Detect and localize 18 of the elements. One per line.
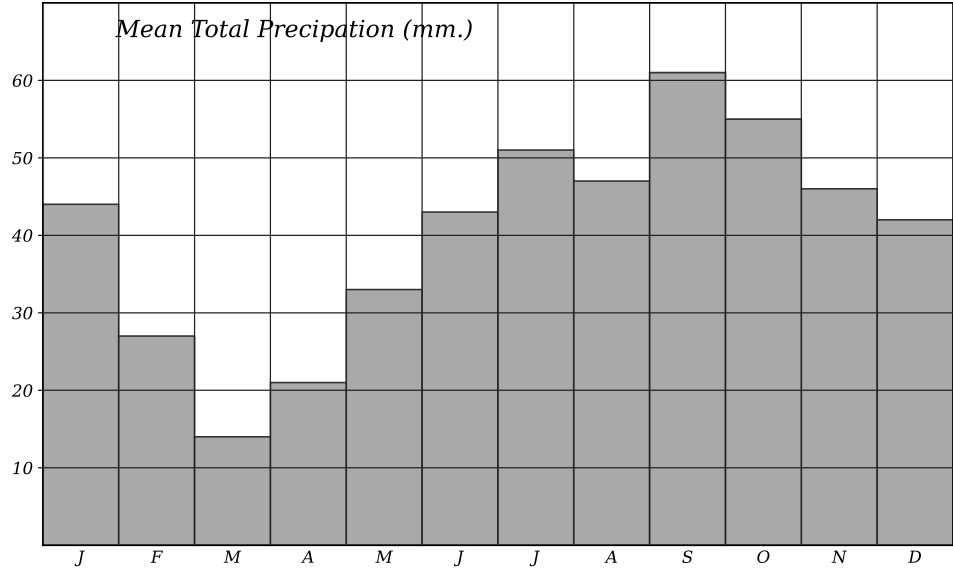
x-tick-label: N <box>832 550 848 564</box>
x-tick-label: J <box>74 550 85 566</box>
x-tick-label: A <box>301 550 314 563</box>
x-tick-label: A <box>604 550 617 563</box>
y-tick-label: 20 <box>12 384 32 397</box>
x-tick-label: D <box>908 550 921 563</box>
x-tick-label: F <box>150 550 163 563</box>
x-tick-label: J <box>530 550 540 566</box>
y-tick-label: 30 <box>12 306 32 320</box>
x-tick-label: M <box>224 550 242 563</box>
y-tick-label: 60 <box>12 74 32 87</box>
x-tick-label: J <box>454 550 464 566</box>
y-tick-label: 50 <box>12 152 32 164</box>
x-tick-label: M <box>375 550 394 563</box>
x-tick-label: S <box>682 550 693 564</box>
y-tick-label: 10 <box>13 462 32 474</box>
y-tick-label: 40 <box>12 229 32 242</box>
x-tick-label: O <box>757 550 770 564</box>
